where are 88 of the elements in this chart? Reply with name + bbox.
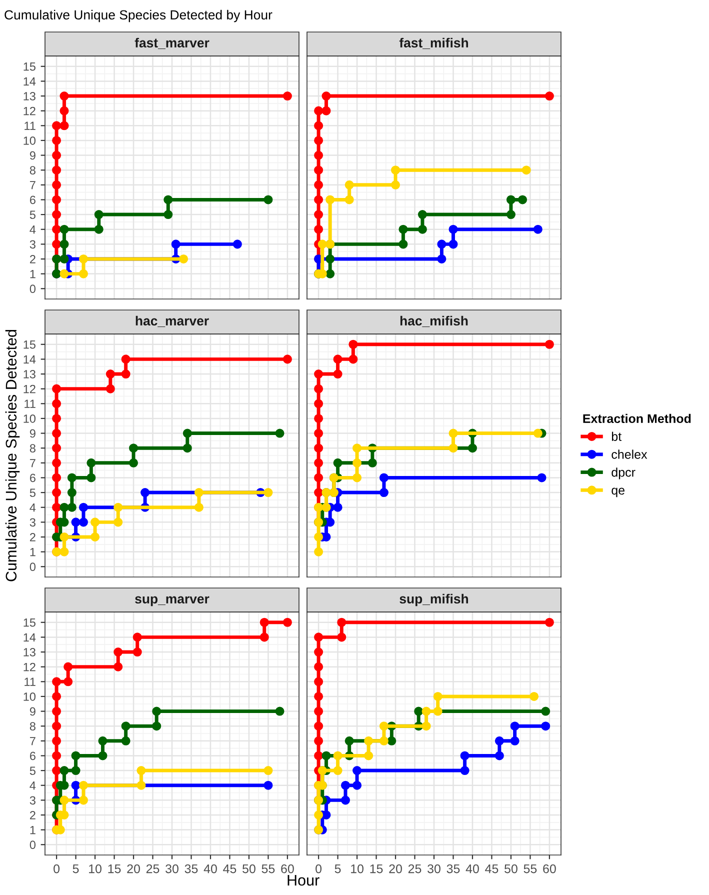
x-tick-label: 40: [204, 864, 217, 874]
x-tick-label: 20: [127, 864, 140, 874]
y-tick-label: 4: [30, 226, 36, 234]
y-tick-label: 14: [24, 77, 36, 86]
chart-title: fast_mifish: [399, 38, 468, 50]
x-tick-label: 35: [184, 864, 198, 874]
x-tick-label: 15: [108, 864, 121, 874]
x-tick-label: 10: [89, 864, 102, 874]
y-tick-label: 14: [24, 355, 36, 364]
y-tick-label: 1: [30, 270, 36, 278]
y-tick-label: 15: [24, 62, 36, 71]
y-tick-label: 5: [30, 488, 36, 497]
legend-label: dpcr: [612, 468, 636, 480]
y-tick-label: 9: [30, 151, 36, 160]
x-tick-label: 60: [281, 864, 294, 874]
x-tick-label: 20: [389, 864, 402, 874]
y-tick-label: 1: [30, 548, 36, 556]
x-tick-label: 50: [242, 864, 256, 874]
x-tick-label: 25: [408, 864, 422, 874]
y-tick-label: 8: [30, 166, 36, 174]
chart-title: hac_marver: [136, 316, 209, 328]
y-tick-label: 3: [30, 796, 36, 805]
y-tick-label: 5: [30, 766, 36, 775]
y-tick-label: 3: [30, 240, 36, 249]
y-tick-label: 2: [30, 811, 36, 820]
y-tick-label: 7: [30, 181, 36, 190]
y-axis-title: Cumulative Unique Species Detected: [5, 330, 20, 582]
y-tick-label: 1: [30, 826, 36, 834]
y-tick-label: 6: [30, 196, 36, 204]
chart-title: hac_mifish: [400, 316, 468, 328]
x-tick-label: 10: [351, 864, 364, 874]
y-tick-label: 13: [24, 648, 36, 656]
y-tick-label: 4: [30, 504, 36, 512]
chart-title: sup_mifish: [400, 594, 468, 606]
y-tick-label: 12: [24, 662, 36, 672]
y-tick-label: 14: [24, 633, 36, 642]
y-tick-label: 11: [24, 400, 36, 408]
chart-title: sup_marver: [135, 596, 210, 606]
y-tick-label: 0: [30, 284, 36, 294]
x-tick-label: 25: [146, 864, 160, 874]
y-tick-label: 10: [24, 136, 36, 145]
x-axis-title: Hour: [288, 875, 320, 886]
x-tick-label: 30: [428, 864, 440, 874]
legend-label: bt: [612, 432, 622, 441]
x-tick-label: 45: [485, 864, 498, 874]
y-tick-label: 7: [30, 737, 36, 746]
legend-title: Extraction Method: [583, 414, 691, 424]
x-tick-label: 45: [223, 864, 236, 874]
y-tick-label: 3: [30, 518, 36, 527]
y-tick-label: 8: [30, 722, 36, 730]
x-tick-label: 15: [370, 864, 383, 874]
y-tick-label: 8: [30, 444, 36, 452]
y-tick-label: 12: [24, 106, 36, 116]
y-tick-label: 15: [24, 340, 36, 349]
x-tick-label: 0: [54, 864, 60, 874]
x-tick-label: 55: [524, 864, 537, 874]
y-tick-label: 5: [30, 210, 36, 219]
y-tick-label: 11: [24, 122, 36, 130]
y-tick-label: 7: [30, 459, 36, 468]
x-tick-label: 30: [166, 864, 178, 874]
y-tick-label: 10: [24, 692, 36, 701]
y-tick-label: 4: [30, 782, 36, 790]
y-tick-label: 0: [30, 562, 36, 572]
text: Cumulative Unique Species Detected by Hour: [4, 10, 272, 22]
x-tick-label: 55: [262, 864, 275, 874]
y-tick-label: 6: [30, 752, 36, 760]
y-tick-label: 13: [24, 370, 36, 378]
legend-label: chelex: [612, 450, 648, 459]
x-tick-label: 5: [72, 864, 79, 874]
x-tick-label: 35: [446, 864, 460, 874]
y-tick-label: 2: [30, 255, 36, 264]
y-tick-label: 13: [24, 92, 36, 100]
x-tick-label: 60: [543, 864, 556, 874]
y-tick-label: 15: [24, 618, 36, 627]
y-tick-label: 12: [24, 384, 36, 394]
legend-label: qe: [612, 488, 625, 498]
y-tick-label: 10: [24, 414, 36, 423]
x-tick-label: 5: [334, 864, 341, 874]
x-tick-label: 40: [466, 864, 479, 874]
y-tick-label: 2: [30, 533, 36, 542]
y-tick-label: 6: [30, 474, 36, 482]
y-tick-label: 9: [30, 429, 36, 438]
x-tick-label: 0: [316, 864, 322, 874]
y-tick-label: 0: [30, 840, 36, 850]
y-tick-label: 11: [24, 678, 36, 686]
y-tick-label: 9: [30, 707, 36, 716]
x-tick-label: 50: [504, 864, 518, 874]
chart-title: fast_marver: [134, 38, 210, 50]
